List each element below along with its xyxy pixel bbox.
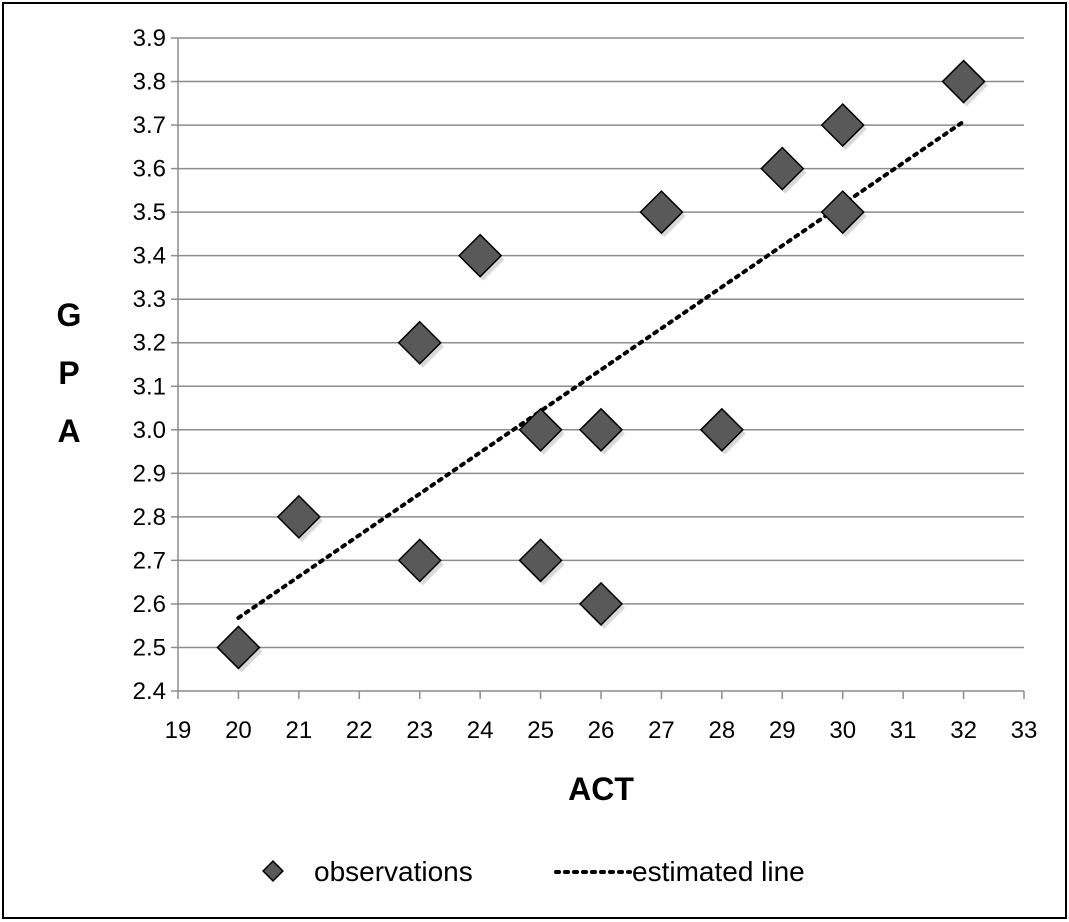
y-axis-title-letter-2: P <box>58 355 79 391</box>
data-point <box>216 625 261 670</box>
x-tick-label: 26 <box>588 717 615 744</box>
axes <box>171 37 1025 699</box>
y-tick-label: 2.9 <box>133 460 166 487</box>
data-point <box>578 581 624 626</box>
x-tick-label: 30 <box>829 717 856 744</box>
data-point <box>397 538 442 583</box>
data-point <box>397 320 442 365</box>
data-point <box>699 407 744 452</box>
y-tick-label: 3.3 <box>133 286 166 313</box>
x-tick-label: 33 <box>1011 717 1038 744</box>
legend-label-observations: observations <box>314 856 473 887</box>
estimated-line <box>236 119 966 620</box>
y-tick-label: 3.5 <box>133 199 166 226</box>
y-axis-title-letter-1: G <box>57 297 82 333</box>
y-tick-label: 3.2 <box>133 330 166 357</box>
y-tick-label: 2.8 <box>133 504 166 531</box>
x-axis-title: ACT <box>568 771 634 807</box>
x-tick-label: 27 <box>648 717 675 744</box>
data-point <box>518 538 563 583</box>
y-tick-label: 3.1 <box>133 373 166 400</box>
data-point <box>458 233 503 278</box>
x-tick-label: 23 <box>406 717 433 744</box>
scatter-chart: 2.4 2.5 2.6 2.7 2.8 2.9 3.0 3.1 3.2 3.3 3.4 3.5 3.6 3… <box>57 25 1038 887</box>
y-axis-title-letter-3: A <box>57 413 80 449</box>
y-tick-label: 3.6 <box>133 156 166 183</box>
data-point <box>518 407 563 452</box>
x-tick-label: 19 <box>165 717 192 744</box>
y-tick-label: 3.0 <box>133 417 166 444</box>
data-point <box>760 146 805 191</box>
legend-label-estimated-line: estimated line <box>632 856 805 887</box>
data-point <box>276 494 321 539</box>
y-tick-label: 2.7 <box>133 547 166 574</box>
x-tick-label: 32 <box>950 717 977 744</box>
y-tick-label: 3.8 <box>133 69 166 96</box>
tick-labels: 2.4 2.5 2.6 2.7 2.8 2.9 3.0 3.1 3.2 3.3 3.4 3.5 3.6 3… <box>133 25 1038 744</box>
x-tick-label: 25 <box>527 717 554 744</box>
x-tick-label: 24 <box>467 717 494 744</box>
x-tick-label: 28 <box>709 717 736 744</box>
data-point <box>820 190 865 235</box>
y-tick-label: 3.9 <box>133 25 166 52</box>
gridlines <box>178 37 1024 649</box>
legend: observations estimated line <box>262 856 805 887</box>
x-tick-label: 22 <box>346 717 373 744</box>
y-tick-label: 3.4 <box>133 243 166 270</box>
observation-points <box>216 59 988 673</box>
y-tick-label: 3.7 <box>133 112 166 139</box>
data-point <box>820 103 865 148</box>
data-point <box>578 407 624 452</box>
x-tick-label: 21 <box>286 717 313 744</box>
y-tick-label: 2.4 <box>133 678 166 705</box>
y-tick-label: 2.6 <box>133 591 166 618</box>
estimated-line-layer <box>236 119 966 620</box>
data-point <box>639 190 684 235</box>
data-point <box>941 59 986 104</box>
legend-diamond-marker <box>262 860 284 882</box>
x-tick-label: 29 <box>769 717 796 744</box>
y-tick-label: 2.5 <box>133 634 166 661</box>
x-tick-label: 31 <box>890 717 917 744</box>
x-tick-label: 20 <box>225 717 252 744</box>
